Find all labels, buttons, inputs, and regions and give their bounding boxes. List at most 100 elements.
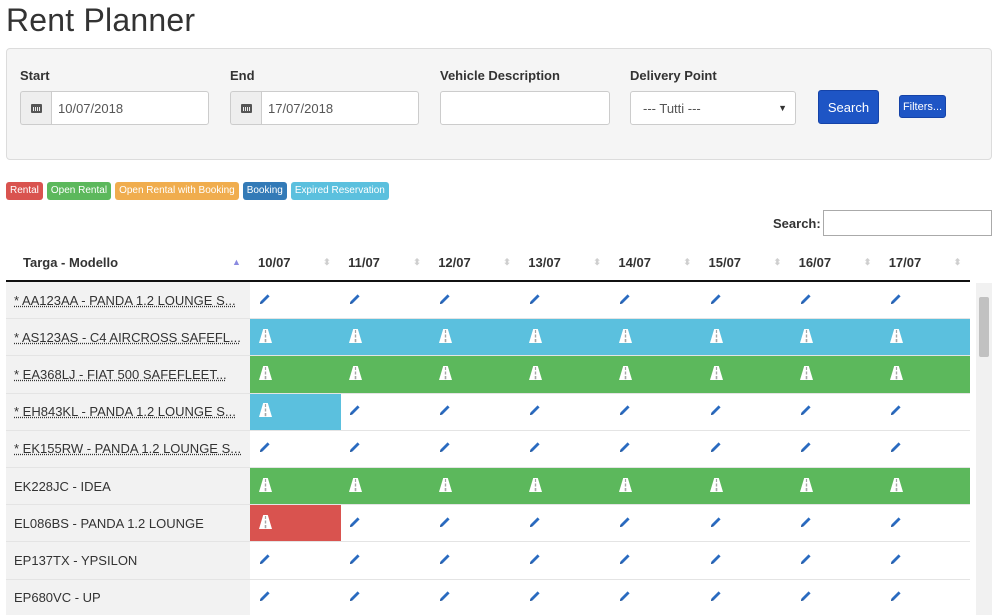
day-cell-empty[interactable]	[881, 505, 970, 541]
day-cell-empty[interactable]	[250, 580, 341, 615]
pencil-icon[interactable]	[529, 441, 541, 456]
pencil-icon[interactable]	[710, 293, 722, 308]
day-cell-empty[interactable]	[610, 394, 701, 430]
road-icon[interactable]	[439, 366, 452, 383]
pencil-icon[interactable]	[529, 590, 541, 605]
day-cell-open[interactable]	[881, 468, 970, 504]
road-icon[interactable]	[259, 403, 272, 420]
pencil-icon[interactable]	[710, 590, 722, 605]
pencil-icon[interactable]	[259, 441, 271, 456]
road-icon[interactable]	[619, 329, 632, 346]
day-cell-expired[interactable]	[701, 319, 792, 355]
day-cell-empty[interactable]	[701, 542, 792, 578]
road-icon[interactable]	[259, 515, 272, 532]
road-icon[interactable]	[619, 366, 632, 383]
pencil-icon[interactable]	[439, 553, 451, 568]
pencil-icon[interactable]	[529, 404, 541, 419]
day-cell-empty[interactable]	[520, 282, 611, 318]
day-cell-expired[interactable]	[520, 319, 611, 355]
pencil-icon[interactable]	[619, 553, 631, 568]
day-cell-empty[interactable]	[791, 282, 882, 318]
pencil-icon[interactable]	[439, 404, 451, 419]
day-cell-empty[interactable]	[340, 542, 431, 578]
road-icon[interactable]	[259, 478, 272, 495]
day-cell-open[interactable]	[881, 356, 970, 392]
day-cell-open[interactable]	[791, 468, 882, 504]
day-cell-open[interactable]	[610, 468, 701, 504]
pencil-icon[interactable]	[890, 516, 902, 531]
pencil-icon[interactable]	[710, 441, 722, 456]
pencil-icon[interactable]	[890, 590, 902, 605]
road-icon[interactable]	[890, 478, 903, 495]
day-cell-open[interactable]	[520, 468, 611, 504]
pencil-icon[interactable]	[529, 516, 541, 531]
day-cell-empty[interactable]	[340, 282, 431, 318]
day-cell-open[interactable]	[340, 356, 431, 392]
pencil-icon[interactable]	[890, 404, 902, 419]
day-cell-rental[interactable]	[250, 505, 341, 541]
day-cell-empty[interactable]	[340, 505, 431, 541]
day-cell-open[interactable]	[430, 356, 521, 392]
day-cell-empty[interactable]	[881, 394, 970, 430]
day-cell-empty[interactable]	[610, 431, 701, 467]
road-icon[interactable]	[439, 329, 452, 346]
pencil-icon[interactable]	[619, 293, 631, 308]
pencil-icon[interactable]	[800, 516, 812, 531]
day-cell-empty[interactable]	[881, 282, 970, 318]
column-header-date[interactable]: 14/07 ⬍	[618, 243, 700, 282]
vehicle-description-input[interactable]	[440, 91, 610, 125]
day-cell-empty[interactable]	[881, 580, 970, 615]
vehicle-cell[interactable]: * EA368LJ - FIAT 500 SAFEFLEET...	[6, 356, 250, 392]
pencil-icon[interactable]	[529, 553, 541, 568]
table-search-input[interactable]	[823, 210, 992, 236]
vehicle-cell[interactable]: * AS123AS - C4 AIRCROSS SAFEFL...	[6, 319, 250, 355]
pencil-icon[interactable]	[349, 590, 361, 605]
calendar-icon[interactable]	[20, 91, 51, 125]
day-cell-empty[interactable]	[520, 431, 611, 467]
day-cell-open[interactable]	[250, 468, 341, 504]
pencil-icon[interactable]	[619, 516, 631, 531]
day-cell-empty[interactable]	[250, 282, 341, 318]
column-header-date[interactable]: 16/07 ⬍	[799, 243, 881, 282]
pencil-icon[interactable]	[349, 293, 361, 308]
road-icon[interactable]	[439, 478, 452, 495]
day-cell-empty[interactable]	[701, 431, 792, 467]
calendar-icon[interactable]	[230, 91, 261, 125]
search-button[interactable]: Search	[818, 90, 879, 124]
day-cell-open[interactable]	[520, 356, 611, 392]
day-cell-open[interactable]	[701, 356, 792, 392]
day-cell-empty[interactable]	[701, 394, 792, 430]
pencil-icon[interactable]	[259, 293, 271, 308]
road-icon[interactable]	[710, 366, 723, 383]
day-cell-empty[interactable]	[610, 580, 701, 615]
day-cell-empty[interactable]	[881, 542, 970, 578]
day-cell-open[interactable]	[250, 356, 341, 392]
day-cell-open[interactable]	[430, 468, 521, 504]
delivery-point-select[interactable]: --- Tutti --- ▼	[630, 91, 796, 125]
day-cell-empty[interactable]	[610, 542, 701, 578]
pencil-icon[interactable]	[529, 293, 541, 308]
day-cell-empty[interactable]	[430, 394, 521, 430]
road-icon[interactable]	[349, 478, 362, 495]
pencil-icon[interactable]	[349, 404, 361, 419]
day-cell-empty[interactable]	[791, 431, 882, 467]
scrollbar-thumb[interactable]	[979, 297, 989, 357]
pencil-icon[interactable]	[439, 590, 451, 605]
road-icon[interactable]	[529, 366, 542, 383]
day-cell-empty[interactable]	[791, 505, 882, 541]
road-icon[interactable]	[890, 366, 903, 383]
day-cell-empty[interactable]	[791, 394, 882, 430]
column-header-date[interactable]: 13/07 ⬍	[528, 243, 610, 282]
pencil-icon[interactable]	[800, 441, 812, 456]
road-icon[interactable]	[710, 478, 723, 495]
pencil-icon[interactable]	[800, 590, 812, 605]
day-cell-empty[interactable]	[701, 580, 792, 615]
day-cell-open[interactable]	[791, 356, 882, 392]
day-cell-empty[interactable]	[791, 542, 882, 578]
start-date-input[interactable]	[51, 91, 209, 125]
day-cell-expired[interactable]	[430, 319, 521, 355]
road-icon[interactable]	[800, 478, 813, 495]
day-cell-expired[interactable]	[340, 319, 431, 355]
day-cell-empty[interactable]	[250, 542, 341, 578]
vertical-scrollbar[interactable]	[976, 283, 992, 615]
